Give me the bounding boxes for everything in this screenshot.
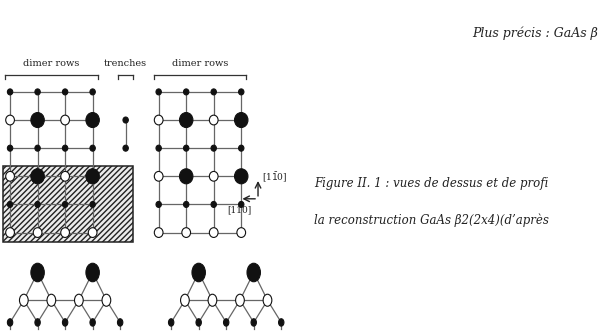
Circle shape: [61, 228, 69, 237]
Circle shape: [7, 201, 13, 207]
Circle shape: [156, 145, 161, 151]
Circle shape: [62, 145, 68, 151]
Circle shape: [31, 169, 44, 184]
Circle shape: [61, 115, 69, 125]
Circle shape: [7, 145, 13, 151]
Circle shape: [6, 171, 14, 181]
Circle shape: [169, 319, 174, 326]
Text: la reconstruction GaAs β2(2x4)(d’après: la reconstruction GaAs β2(2x4)(d’après: [314, 214, 549, 227]
Circle shape: [62, 319, 68, 326]
Circle shape: [35, 145, 40, 151]
Circle shape: [86, 263, 99, 282]
Circle shape: [239, 89, 244, 95]
Circle shape: [62, 89, 68, 95]
Circle shape: [237, 228, 246, 237]
Circle shape: [123, 117, 129, 123]
Circle shape: [279, 319, 284, 326]
Circle shape: [156, 201, 161, 207]
Circle shape: [184, 145, 189, 151]
Circle shape: [239, 145, 244, 151]
Circle shape: [62, 201, 68, 207]
Circle shape: [209, 228, 218, 237]
Circle shape: [86, 169, 99, 184]
Circle shape: [35, 89, 40, 95]
Circle shape: [90, 319, 95, 326]
Circle shape: [90, 89, 95, 95]
Circle shape: [6, 115, 14, 125]
Circle shape: [179, 113, 193, 128]
Text: dimer rows: dimer rows: [172, 58, 228, 67]
Circle shape: [184, 201, 189, 207]
Text: [110]: [110]: [227, 205, 252, 214]
Circle shape: [211, 89, 216, 95]
Circle shape: [123, 145, 129, 151]
Circle shape: [182, 228, 191, 237]
Circle shape: [7, 319, 13, 326]
Circle shape: [75, 294, 83, 306]
Text: trenches: trenches: [104, 58, 147, 67]
Circle shape: [89, 228, 97, 237]
Circle shape: [236, 294, 245, 306]
Circle shape: [156, 89, 161, 95]
Circle shape: [179, 169, 193, 184]
Circle shape: [211, 201, 216, 207]
Circle shape: [31, 263, 44, 282]
Text: dimer rows: dimer rows: [23, 58, 80, 67]
Circle shape: [192, 263, 205, 282]
Circle shape: [61, 171, 69, 181]
Circle shape: [234, 169, 248, 184]
Circle shape: [234, 113, 248, 128]
Circle shape: [184, 89, 189, 95]
Circle shape: [154, 228, 163, 237]
Circle shape: [35, 201, 40, 207]
Circle shape: [20, 294, 28, 306]
Circle shape: [224, 319, 229, 326]
Circle shape: [239, 201, 244, 207]
Circle shape: [208, 294, 217, 306]
Text: Plus précis : GaAs β: Plus précis : GaAs β: [472, 27, 598, 40]
Circle shape: [117, 319, 123, 326]
Circle shape: [33, 228, 42, 237]
Circle shape: [211, 145, 216, 151]
Circle shape: [196, 319, 202, 326]
Circle shape: [263, 294, 272, 306]
Circle shape: [247, 263, 261, 282]
Circle shape: [6, 228, 14, 237]
Circle shape: [181, 294, 190, 306]
Circle shape: [7, 89, 13, 95]
Bar: [2, 166, 133, 242]
Circle shape: [47, 294, 56, 306]
Circle shape: [154, 115, 163, 125]
Text: Figure II. 1 : vues de dessus et de profi: Figure II. 1 : vues de dessus et de prof…: [314, 177, 548, 190]
Circle shape: [35, 319, 40, 326]
Circle shape: [209, 171, 218, 181]
Text: [1$\bar{\rm{1}}$0]: [1$\bar{\rm{1}}$0]: [262, 171, 288, 185]
Circle shape: [90, 145, 95, 151]
Circle shape: [31, 113, 44, 128]
Circle shape: [86, 113, 99, 128]
Circle shape: [102, 294, 111, 306]
Circle shape: [209, 115, 218, 125]
Circle shape: [154, 171, 163, 181]
Circle shape: [251, 319, 257, 326]
Circle shape: [90, 201, 95, 207]
